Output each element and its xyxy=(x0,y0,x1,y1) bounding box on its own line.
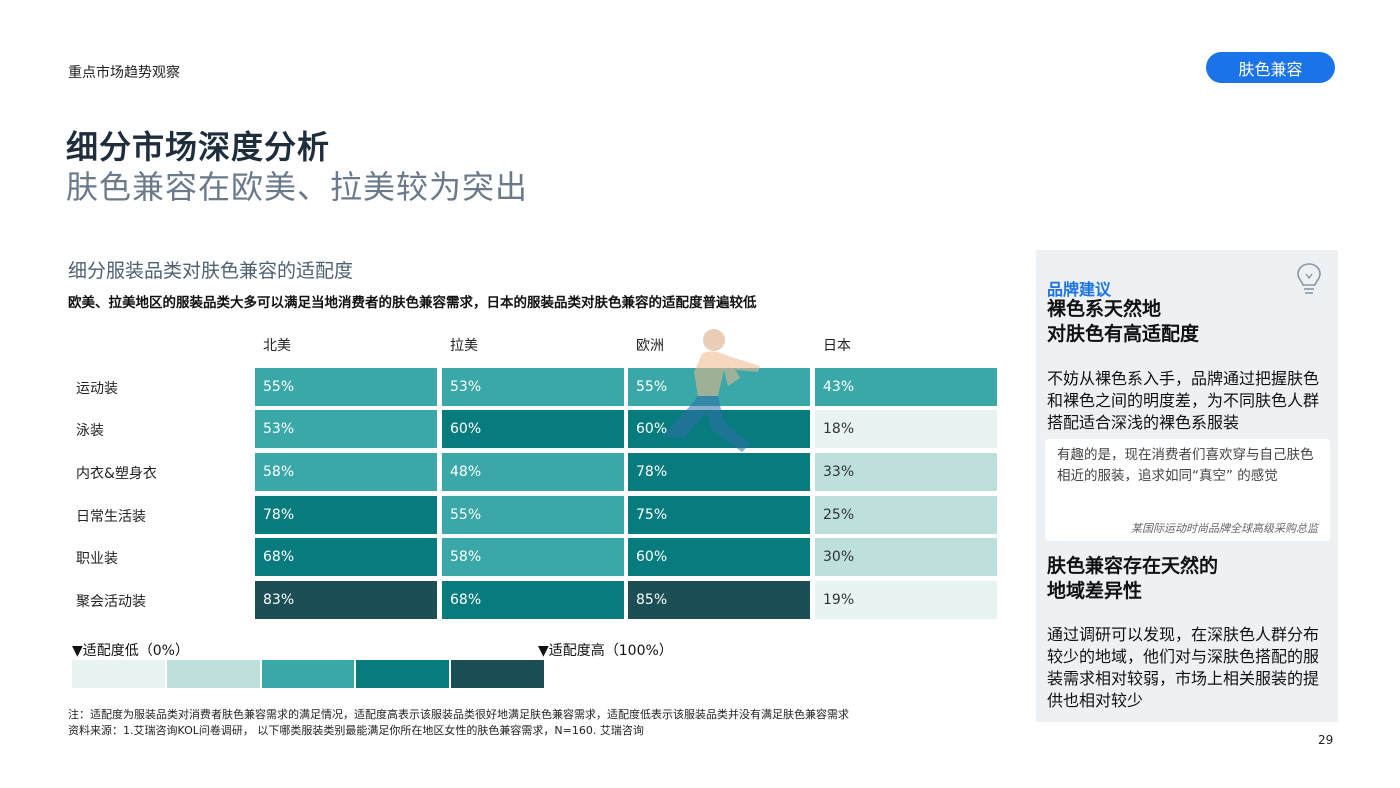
heatmap-cell: 30% xyxy=(815,538,997,576)
heatmap-cell: 33% xyxy=(815,453,997,491)
page-title: 细分市场深度分析 xyxy=(66,128,331,166)
heatmap-cell: 68% xyxy=(442,581,624,619)
quote-source: 某国际运动时尚品牌全球高级采购总监 xyxy=(1131,522,1318,535)
column-header: 日本 xyxy=(823,338,851,354)
heatmap-cell: 19% xyxy=(815,581,997,619)
legend-swatch xyxy=(451,660,544,688)
heatmap-cell: 55% xyxy=(628,368,810,406)
legend-swatch xyxy=(261,660,357,688)
panel-body-2: 通过调研可以发现，在深肤色人群分布较少的地域，他们对与深肤色搭配的服装需求相对较… xyxy=(1047,625,1320,710)
heatmap-cell: 68% xyxy=(255,538,437,576)
chart-title: 细分服装品类对肤色兼容的适配度 xyxy=(68,260,354,282)
heatmap-cell: 58% xyxy=(255,453,437,491)
row-label: 泳装 xyxy=(76,423,104,439)
chart-subtitle: 欧美、拉美地区的服装品类大多可以满足当地消费者的肤色兼容需求，日本的服装品类对肤… xyxy=(68,295,757,311)
legend: ▼适配度低（0%） ▼适配度高（100%） xyxy=(72,640,673,692)
heatmap-cell: 25% xyxy=(815,496,997,534)
row-label: 运动装 xyxy=(76,381,118,397)
heatmap-cell: 60% xyxy=(628,538,810,576)
heatmap-cell: 55% xyxy=(442,496,624,534)
panel-heading-2: 肤色兼容存在天然的 地域差异性 xyxy=(1047,554,1218,604)
panel-body-1: 不妨从裸色系入手，品牌通过把握肤色和裸色之间的明度差，为不同肤色人群搭配适合深浅… xyxy=(1047,369,1320,432)
heatmap-cell: 78% xyxy=(255,496,437,534)
heatmap-cell: 60% xyxy=(442,410,624,448)
panel-kicker: 品牌建议 xyxy=(1047,280,1112,299)
legend-low-label: ▼适配度低（0%） xyxy=(72,643,189,659)
side-panel: 品牌建议 裸色系天然地 对肤色有高适配度 不妨从裸色系入手，品牌通过把握肤色和裸… xyxy=(1036,250,1338,722)
column-header: 欧洲 xyxy=(636,338,664,354)
legend-swatch xyxy=(72,660,167,688)
category-pill[interactable]: 肤色兼容 xyxy=(1206,52,1335,83)
panel-heading-1-line-2: 对肤色有高适配度 xyxy=(1047,323,1200,345)
heatmap-cell: 78% xyxy=(628,453,810,491)
panel-heading-1: 裸色系天然地 对肤色有高适配度 xyxy=(1047,297,1199,347)
heatmap-cell: 85% xyxy=(628,581,810,619)
heatmap-cell: 55% xyxy=(255,368,437,406)
legend-bar xyxy=(72,660,544,688)
heatmap-cell: 53% xyxy=(255,410,437,448)
legend-high-label: ▼适配度高（100%） xyxy=(538,643,673,659)
source-note: 资料来源：1.艾瑞咨询KOL问卷调研， 以下哪类服装类别最能满足你所在地区女性的… xyxy=(68,724,644,737)
row-label: 内衣&塑身衣 xyxy=(76,466,157,482)
quote-box: 有趣的是，现在消费者们喜欢穿与自己肤色相近的服装，追求如同“真空” 的感觉 某国… xyxy=(1045,439,1330,541)
column-header: 北美 xyxy=(263,338,291,354)
heatmap-cell: 83% xyxy=(255,581,437,619)
quote-text: 有趣的是，现在消费者们喜欢穿与自己肤色相近的服装，追求如同“真空” 的感觉 xyxy=(1057,447,1314,484)
row-label: 日常生活装 xyxy=(76,509,146,525)
heatmap-cell: 75% xyxy=(628,496,810,534)
page-subtitle: 肤色兼容在欧美、拉美较为突出 xyxy=(66,168,529,206)
footnote: 注：适配度为服装品类对消费者肤色兼容需求的满足情况，适配度高表示该服装品类很好地… xyxy=(68,708,849,721)
legend-swatch xyxy=(166,660,262,688)
panel-heading-2-line-2: 地域差异性 xyxy=(1047,580,1143,602)
heatmap-cell: 58% xyxy=(442,538,624,576)
row-label: 职业装 xyxy=(76,551,118,567)
heatmap-cell: 60% xyxy=(628,410,810,448)
legend-swatch xyxy=(356,660,452,688)
heatmap: 北美 拉美 欧洲 日本 运动装 55% 53% 55% 43% 泳装 53% 60% 60% 18% 内衣&… xyxy=(68,332,998,622)
heatmap-cell: 18% xyxy=(815,410,997,448)
column-header: 拉美 xyxy=(450,338,478,354)
panel-heading-2-line-1: 肤色兼容存在天然的 xyxy=(1047,555,1219,577)
page-number: 29 xyxy=(1318,733,1334,747)
heatmap-cell: 53% xyxy=(442,368,624,406)
heatmap-cell: 43% xyxy=(815,368,997,406)
section-tag: 重点市场趋势观察 xyxy=(68,65,180,81)
lightbulb-icon xyxy=(1297,263,1321,294)
row-label: 聚会活动装 xyxy=(76,594,146,610)
heatmap-cell: 48% xyxy=(442,453,624,491)
panel-heading-1-line-1: 裸色系天然地 xyxy=(1047,298,1162,320)
